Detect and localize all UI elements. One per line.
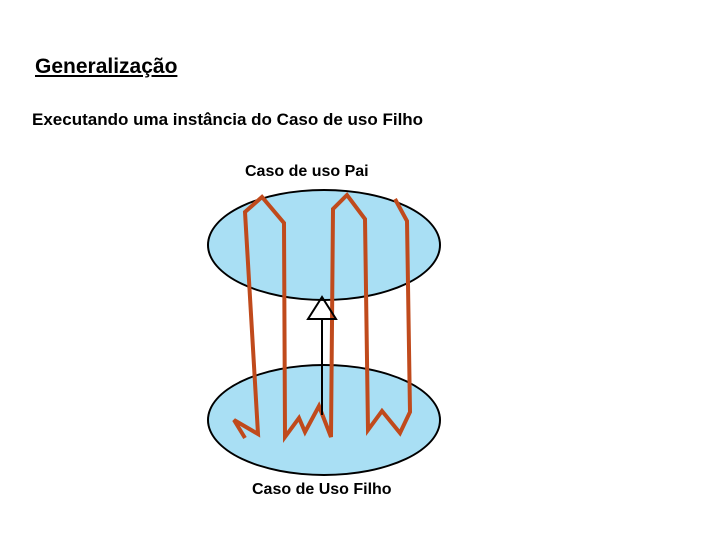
use-case-pai-ellipse bbox=[207, 189, 441, 301]
use-case-filho-ellipse bbox=[207, 364, 441, 476]
page-title: Generalização bbox=[35, 55, 177, 79]
page-subtitle: Executando uma instância do Caso de uso … bbox=[32, 110, 423, 130]
pai-label: Caso de uso Pai bbox=[245, 163, 369, 181]
diagram-canvas: Generalização Executando uma instância d… bbox=[0, 0, 720, 540]
filho-label: Caso de Uso Filho bbox=[252, 481, 392, 499]
